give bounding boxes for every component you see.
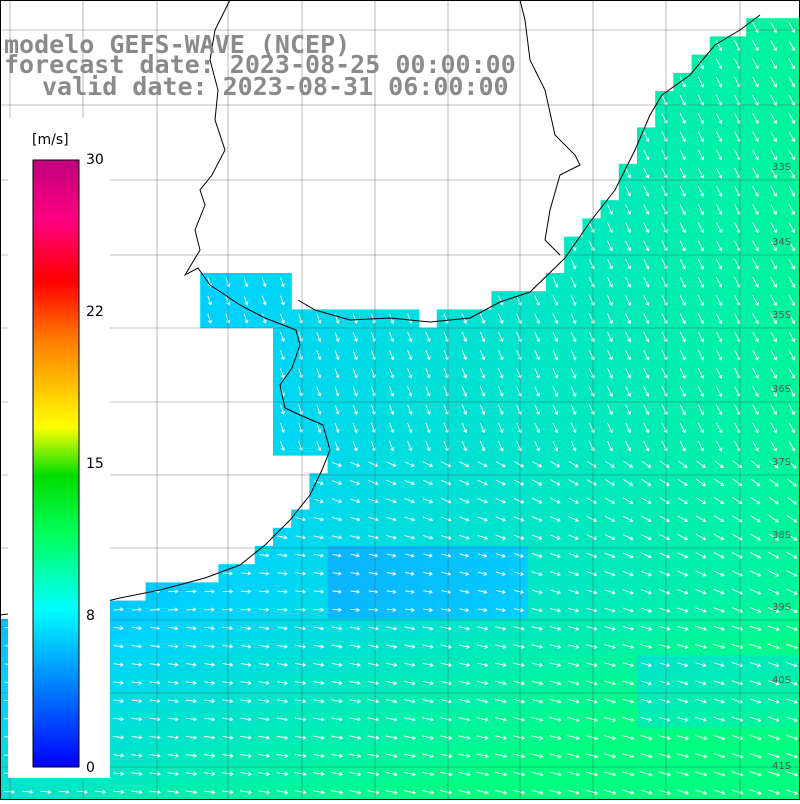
latitude-label: 35S — [772, 310, 791, 321]
latitude-label: 40S — [772, 675, 791, 686]
valid-date: valid date: 2023-08-31 06:00:00 — [42, 72, 509, 101]
latitude-label: 36S — [772, 384, 791, 395]
latitude-label: 39S — [772, 602, 791, 613]
latitude-label: 37S — [772, 457, 791, 468]
forecast-date: forecast date: 2023-08-25 00:00:00 — [4, 50, 516, 79]
colorbar-tick-8: 8 — [86, 608, 95, 624]
colorbar-tick-15: 15 — [86, 456, 104, 472]
colorbar-unit: [m/s] — [32, 132, 69, 148]
latitude-labels: 33S 34S 35S 36S 37S 38S 39S 40S 41S — [772, 162, 791, 772]
coastline — [0, 0, 761, 616]
colorbar-tick-30: 30 — [86, 152, 104, 168]
latitude-label: 41S — [772, 761, 791, 772]
colorbar-tick-22: 22 — [86, 304, 104, 320]
latitude-label: 34S — [772, 237, 791, 248]
colorbar-tick-0: 0 — [86, 760, 95, 776]
model-title: modelo GEFS-WAVE (NCEP) — [4, 30, 351, 59]
latitude-label: 38S — [772, 530, 791, 541]
colorbar — [32, 159, 80, 768]
latitude-label: 33S — [772, 162, 791, 173]
